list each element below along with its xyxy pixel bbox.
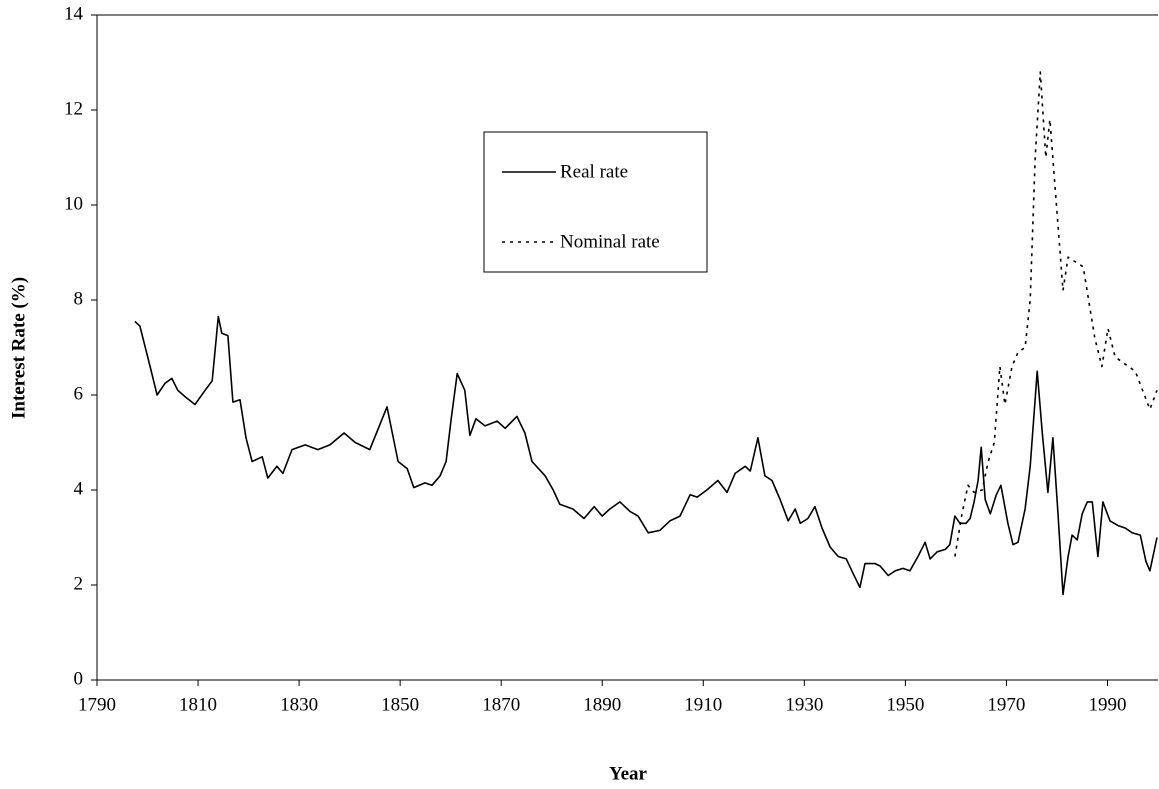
x-tick-label: 1810 bbox=[179, 694, 217, 715]
x-tick-label: 1910 bbox=[684, 694, 722, 715]
data-line bbox=[954, 71, 1158, 557]
x-tick-label: 1790 bbox=[78, 694, 116, 715]
x-tick-label: 1950 bbox=[886, 694, 924, 715]
y-tick-label: 14 bbox=[64, 3, 84, 24]
data-line bbox=[134, 315, 1158, 596]
x-tick-label: 1970 bbox=[987, 694, 1025, 715]
x-tick-label: 1850 bbox=[381, 694, 419, 715]
x-tick-label: 1930 bbox=[785, 694, 823, 715]
x-tick-label: 1990 bbox=[1088, 694, 1126, 715]
x-tick-label: 1890 bbox=[583, 694, 621, 715]
legend-label: Real rate bbox=[560, 161, 628, 182]
y-tick-label: 8 bbox=[74, 288, 84, 309]
y-tick-label: 0 bbox=[74, 668, 84, 689]
y-tick-label: 10 bbox=[64, 193, 83, 214]
y-tick-label: 6 bbox=[74, 383, 84, 404]
y-tick-label: 4 bbox=[74, 478, 84, 499]
y-tick-label: 12 bbox=[64, 98, 83, 119]
x-axis-title: Year bbox=[609, 763, 648, 784]
legend-box bbox=[483, 131, 708, 273]
x-tick-label: 1830 bbox=[280, 694, 318, 715]
y-axis-title: Interest Rate (%) bbox=[8, 277, 29, 419]
y-tick-label: 2 bbox=[74, 573, 84, 594]
legend-label: Nominal rate bbox=[560, 231, 660, 252]
x-tick-label: 1870 bbox=[482, 694, 520, 715]
